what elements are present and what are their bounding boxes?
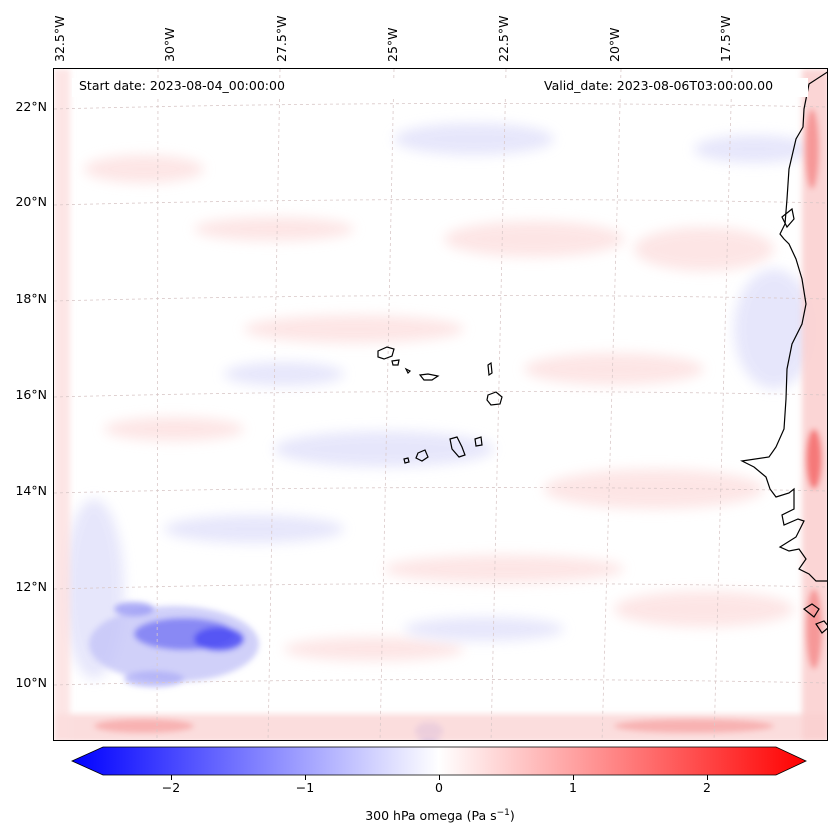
coastline-bay [781,207,795,229]
lat-label-14n: 14°N [15,483,47,498]
cape-verde-islands [377,346,503,464]
colorbar-tick-neg2: −2 [161,780,181,795]
colorbar-tick-mark-neg1 [305,775,306,780]
lon-label-30w: 30°W [162,27,177,62]
island-maio [474,436,483,447]
colorbar [71,746,807,776]
island-santo-antao [377,346,395,360]
lon-label-20w: 20°W [607,27,622,62]
colorbar-label-exponent: −1 [496,808,510,818]
lat-label-20n: 20°N [15,194,47,209]
date-annotation-box [72,78,808,97]
lon-label-27-5w: 27.5°W [274,15,289,62]
island-brava [403,457,410,464]
lon-label-22-5w: 22.5°W [496,15,511,62]
colorbar-label-prefix: 300 hPa omega (Pa s [365,808,497,824]
boundary-artifacts [54,69,827,740]
colorbar-tick-1: 1 [569,780,577,795]
lon-label-17-5w: 17.5°W [718,15,733,62]
lat-label-10n: 10°N [15,675,47,690]
island-sao-vicente [391,359,400,366]
coastline-south-islands [802,603,827,634]
island-santa-luzia [404,367,412,375]
colorbar-tick-neg1: −1 [295,780,315,795]
colorbar-tick-mark-neg2 [171,775,172,780]
lon-label-25w: 25°W [385,27,400,62]
island-fogo [415,449,429,462]
colorbar-label-suffix: ) [509,808,515,824]
lat-label-18n: 18°N [15,291,47,306]
colorbar-label: 300 hPa omega (Pa s−1) [0,809,837,823]
lat-label-12n: 12°N [15,579,47,594]
island-sal [487,361,493,377]
lon-label-32-5w: 32.5°W [52,15,67,62]
map-panel[interactable] [53,68,828,741]
island-boa-vista [486,391,503,406]
island-santiago [449,436,466,458]
positive-omega-field [84,155,794,661]
lat-label-22n: 22°N [15,99,47,114]
colorbar-body [71,746,807,776]
start-date-label: Start date: 2023-08-04_00:00:00 [79,78,285,93]
colorbar-tick-2: 2 [703,780,711,795]
colorbar-tick-0: 0 [435,780,443,795]
colorbar-tick-mark-1 [573,775,574,780]
colorbar-tick-mark-0 [439,775,440,780]
africa-coastline [740,71,827,582]
omega-field-plot [54,69,827,740]
valid-date-label: Valid_date: 2023-08-06T03:00:00.00 [544,78,774,93]
colorbar-tick-mark-2 [707,775,708,780]
graticule [54,69,827,740]
lat-label-16n: 16°N [15,387,47,402]
island-sao-nicolau [418,373,440,381]
